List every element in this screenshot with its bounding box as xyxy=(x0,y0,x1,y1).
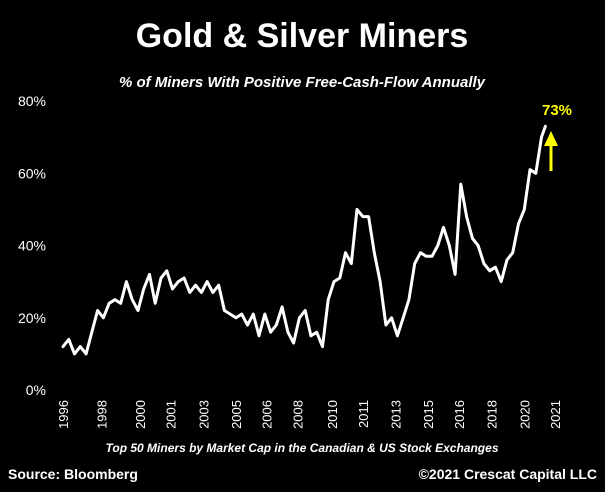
y-tick-label: 0% xyxy=(26,382,46,398)
x-tick-label: 2021 xyxy=(548,400,563,429)
y-tick-label: 60% xyxy=(18,165,46,181)
x-tick-label: 2006 xyxy=(260,400,275,429)
x-tick-label: 2020 xyxy=(517,400,532,429)
x-tick-label: 2010 xyxy=(325,400,340,429)
source-label: Source: Bloomberg xyxy=(8,466,138,482)
x-tick-label: 2018 xyxy=(485,400,500,429)
x-tick-label: 2008 xyxy=(290,400,305,429)
copyright-label: ©2021 Crescat Capital LLC xyxy=(419,466,597,482)
x-tick-label: 2003 xyxy=(196,400,211,429)
annotation-label: 73% xyxy=(542,102,572,119)
y-axis-ticks: 0% 20% 40% 60% 80% xyxy=(18,93,46,398)
annotation-group: 73% xyxy=(542,102,572,171)
y-tick-label: 80% xyxy=(18,93,46,109)
series-layer xyxy=(61,124,547,356)
x-axis-caption: Top 50 Miners by Market Cap in the Canad… xyxy=(106,441,499,455)
x-tick-label: 2005 xyxy=(229,400,244,429)
x-tick-label: 2013 xyxy=(388,400,403,429)
x-tick-label: 2011 xyxy=(356,400,371,428)
chart-subtitle: % of Miners With Positive Free-Cash-Flow… xyxy=(119,74,486,91)
y-tick-label: 20% xyxy=(18,310,46,326)
x-tick-label: 1996 xyxy=(56,400,71,429)
x-tick-label: 2001 xyxy=(164,400,179,429)
series-line xyxy=(61,124,547,356)
x-tick-label: 1998 xyxy=(94,400,109,429)
chart-title: Gold & Silver Miners xyxy=(136,17,469,55)
x-tick-label: 2015 xyxy=(421,400,436,429)
x-tick-label: 2016 xyxy=(452,400,467,429)
y-tick-label: 40% xyxy=(18,238,46,254)
up-arrow-icon xyxy=(544,131,558,171)
x-tick-label: 2000 xyxy=(133,400,148,429)
x-axis-ticks: 1996 1998 2000 2001 2003 2005 2006 2008 2010 2011… xyxy=(56,400,563,429)
